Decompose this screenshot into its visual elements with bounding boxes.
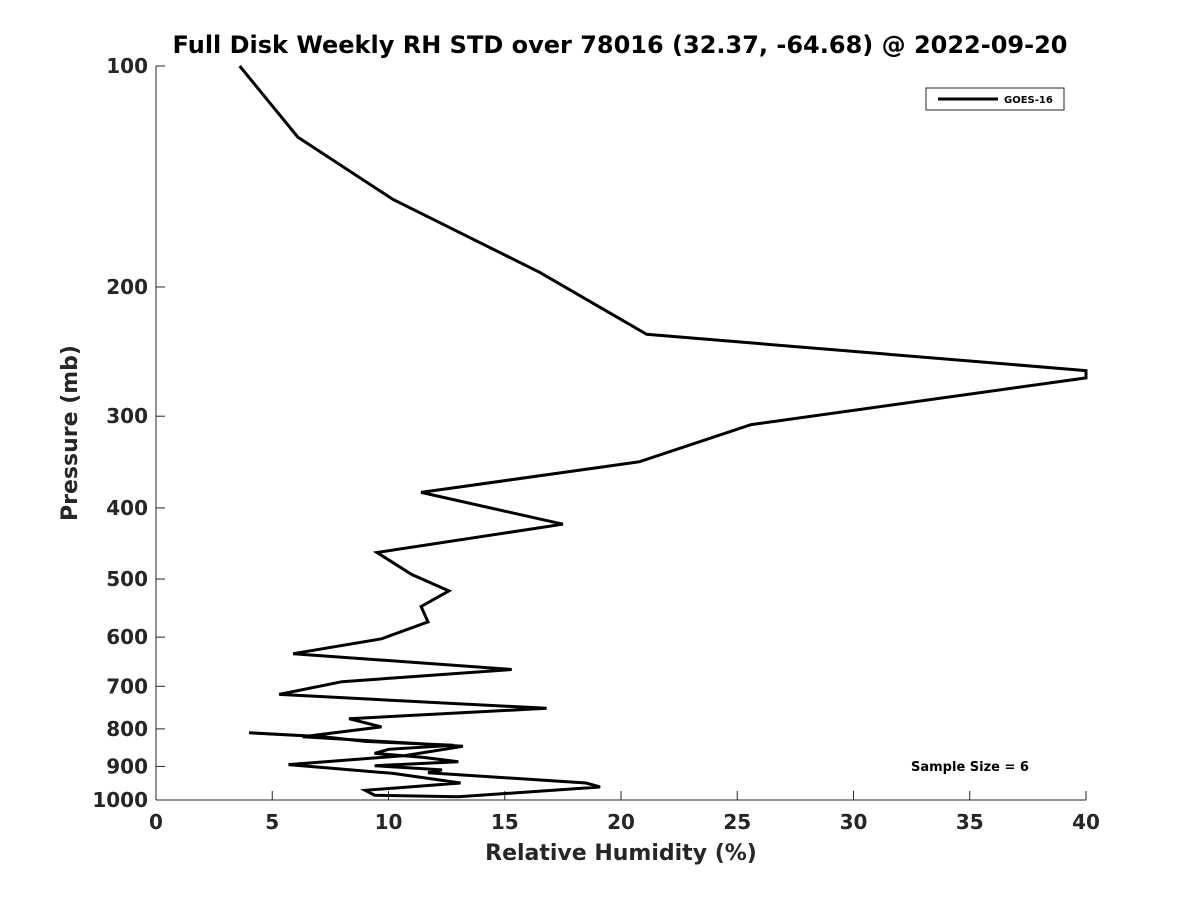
plot-area: 0 5 10 15 20 25 30 35 40 100 200 300 400 500 600 700 80…: [92, 54, 1100, 834]
x-tick-label: 10: [375, 810, 403, 834]
y-tick-label: 500: [106, 567, 148, 591]
x-tick-label: 35: [956, 810, 984, 834]
x-tick-label: 0: [149, 810, 163, 834]
x-tick-label: 20: [607, 810, 635, 834]
x-axis-label: Relative Humidity (%): [485, 841, 757, 866]
y-tick-label: 800: [106, 717, 148, 741]
y-tick-label: 300: [106, 404, 148, 428]
y-tick-label: 200: [106, 275, 148, 299]
x-tick-label: 25: [723, 810, 751, 834]
x-ticks: 0 5 10 15 20 25 30 35 40: [149, 791, 1100, 834]
series-line-goes16: [238, 65, 1088, 799]
y-tick-label: 1000: [92, 788, 148, 812]
y-ticks: 100 200 300 400 500 600 700 800 900 1000: [92, 54, 165, 812]
y-axis-label: Pressure (mb): [58, 345, 83, 521]
y-tick-label: 100: [106, 54, 148, 78]
x-tick-label: 40: [1072, 810, 1100, 834]
legend-label-goes16: GOES-16: [1004, 95, 1053, 106]
x-tick-label: 15: [491, 810, 519, 834]
y-tick-label: 700: [106, 674, 148, 698]
chart-title: Full Disk Weekly RH STD over 78016 (32.3…: [173, 31, 1068, 59]
series-group: [238, 65, 1088, 799]
x-tick-label: 5: [265, 810, 279, 834]
x-tick-label: 30: [840, 810, 868, 834]
y-tick-label: 600: [106, 625, 148, 649]
legend: GOES-16: [925, 87, 1065, 111]
y-tick-label: 400: [106, 496, 148, 520]
sample-size-annotation: Sample Size = 6: [911, 760, 1029, 775]
y-tick-label: 900: [106, 754, 148, 778]
